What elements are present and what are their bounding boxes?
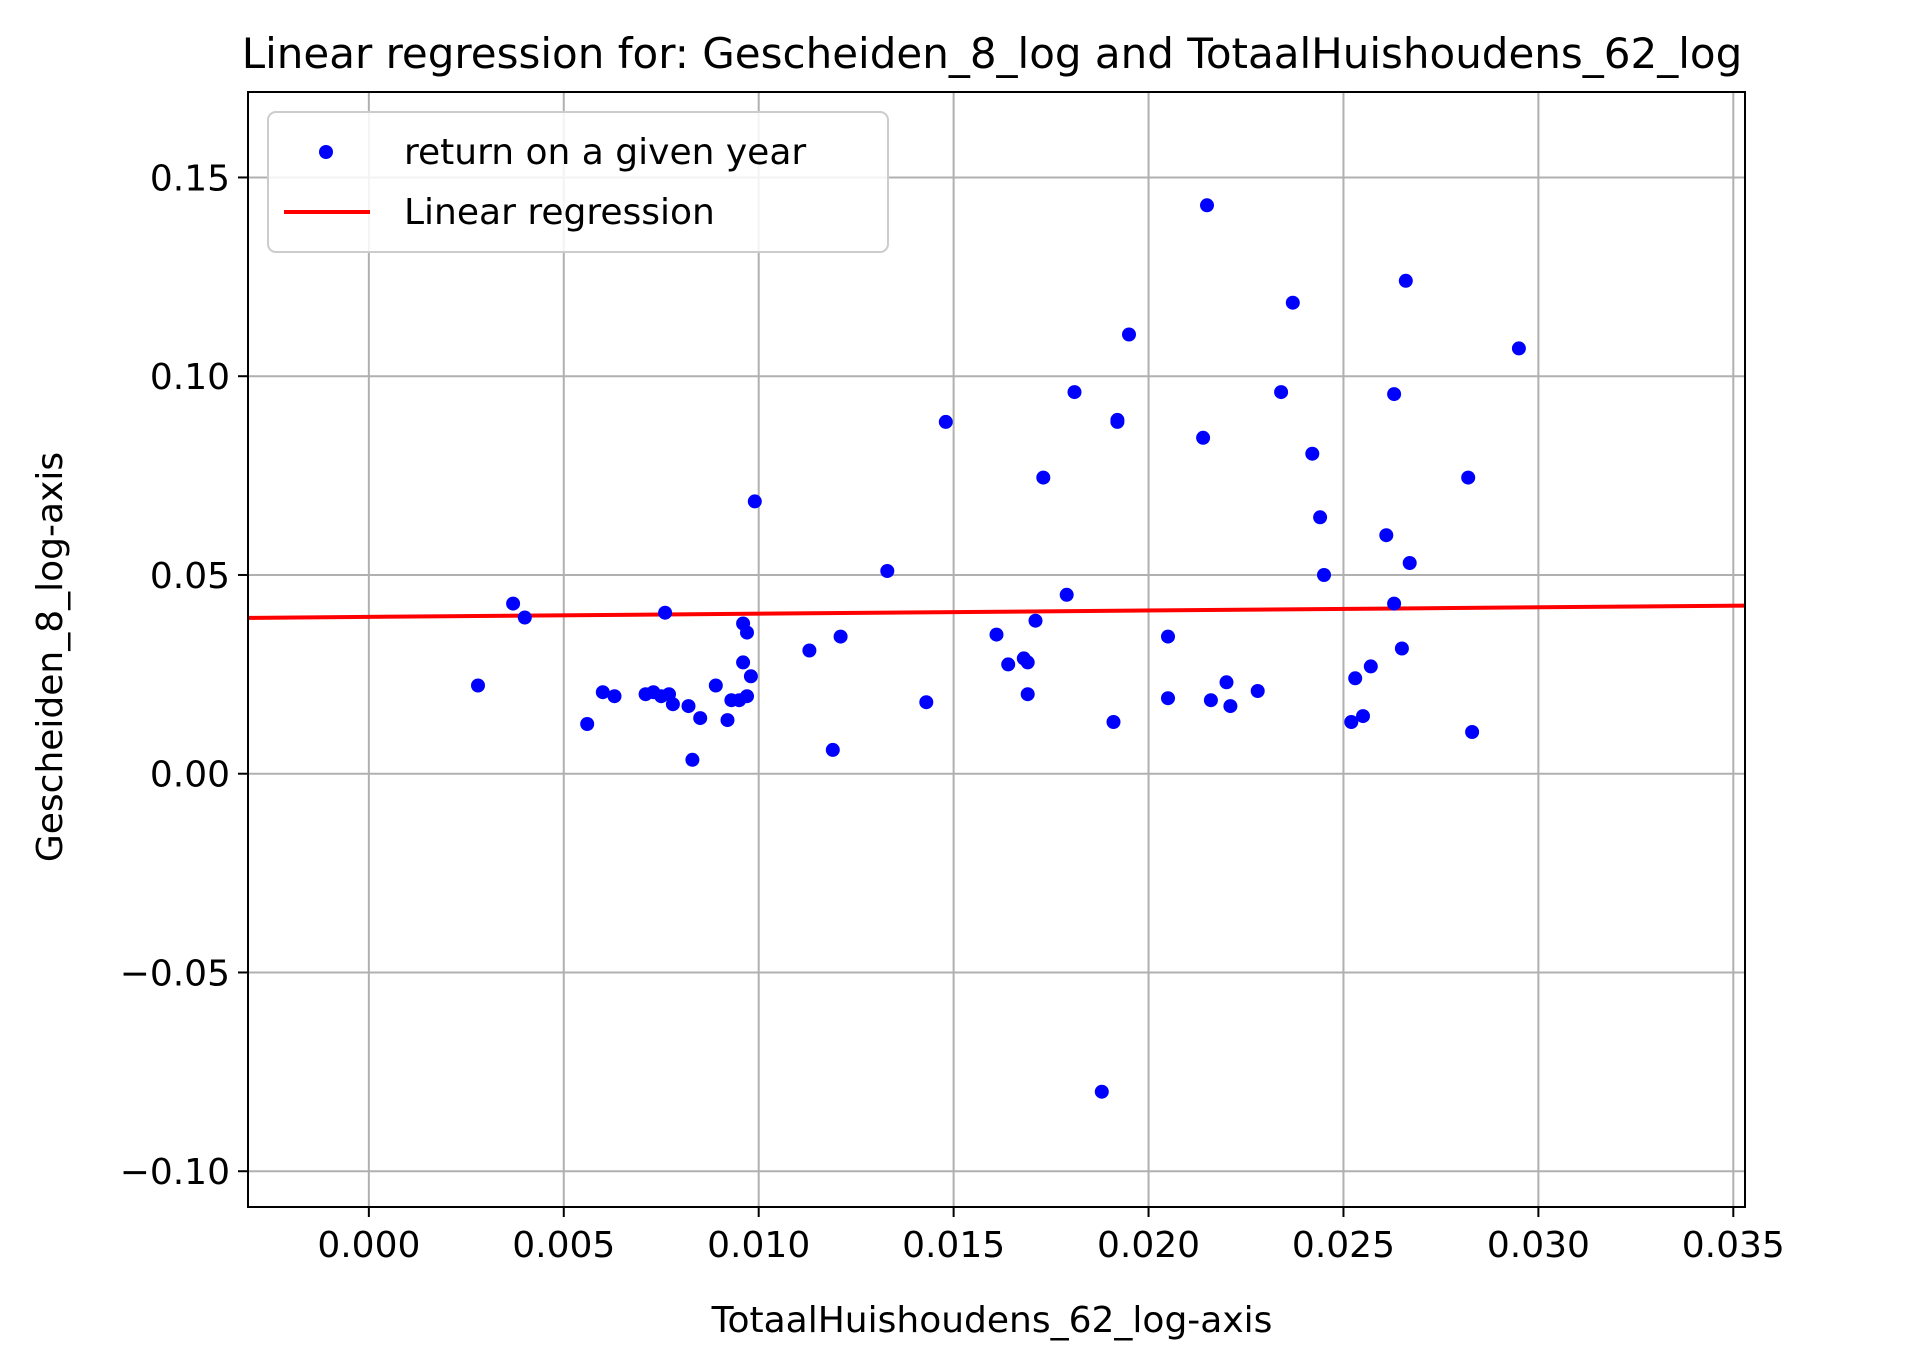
scatter-point <box>1036 470 1051 485</box>
scatter-point <box>1394 641 1409 656</box>
scatter-point <box>1348 671 1363 686</box>
x-axis-ticks: 0.000 0.005 0.010 0.015 0.020 0.025 0.030 0.035 <box>317 1207 1785 1266</box>
scatter-point <box>740 625 754 640</box>
scatter-point <box>693 711 708 726</box>
scatter-point <box>607 689 622 704</box>
y-tick-label: −0.05 <box>120 953 230 994</box>
scatter-point <box>1363 659 1378 674</box>
scatter-point <box>1200 198 1214 213</box>
plot-area-frame <box>247 91 1746 1208</box>
regression-layer <box>247 603 1746 620</box>
scatter-point <box>1020 655 1035 670</box>
scatter-point <box>1387 387 1402 402</box>
y-tick-label: 0.10 <box>150 357 230 398</box>
scatter-point <box>1106 715 1121 729</box>
scatter-point <box>1067 385 1082 400</box>
scatter-point <box>736 655 751 670</box>
scatter-point <box>1161 691 1175 706</box>
scatter-point <box>1387 596 1402 611</box>
scatter-point <box>471 678 485 693</box>
scatter-point <box>1196 430 1211 445</box>
scatter-point <box>825 742 840 757</box>
legend-marker-scatter <box>319 145 333 159</box>
scatter-point <box>681 699 696 714</box>
scatter-point <box>1344 715 1359 729</box>
scatter-point <box>506 596 521 611</box>
scatter-point <box>1285 295 1300 310</box>
scatter-point <box>740 689 754 704</box>
x-tick-label: 0.030 <box>1487 1225 1590 1266</box>
legend: return on a given year Linear regression <box>267 111 889 253</box>
x-tick-label: 0.000 <box>317 1225 420 1266</box>
scatter-point <box>938 414 953 429</box>
scatter-point <box>665 697 680 712</box>
scatter-point <box>1203 693 1218 708</box>
scatter-point <box>802 643 817 658</box>
scatter-point <box>1379 528 1394 543</box>
scatter-point <box>1250 684 1265 698</box>
x-tick-label: 0.010 <box>707 1225 810 1266</box>
regression-line <box>247 603 1746 620</box>
scatter-point <box>580 717 595 731</box>
scatter-point <box>685 752 700 767</box>
scatter-point <box>1122 327 1136 342</box>
scatter-point <box>1028 613 1043 628</box>
scatter-point <box>595 685 610 700</box>
scatter-point <box>747 494 762 509</box>
scatter-point <box>720 713 735 728</box>
scatter-point <box>989 627 1004 642</box>
scatter-point <box>1461 470 1476 485</box>
scatter-point <box>1219 675 1234 690</box>
x-tick-label: 0.020 <box>1097 1225 1200 1266</box>
scatter-point <box>1313 510 1328 525</box>
x-tick-label: 0.035 <box>1682 1225 1785 1266</box>
scatter-point <box>1356 709 1370 724</box>
y-axis-label: Gescheiden_8_log-axis <box>30 452 71 862</box>
scatter-point <box>880 564 895 578</box>
scatter-point <box>743 669 758 684</box>
scatter-point <box>1161 629 1175 644</box>
scatter-point <box>517 610 532 625</box>
y-tick-label: −0.10 <box>120 1152 230 1193</box>
scatter-point <box>1094 1084 1109 1099</box>
scatter-point <box>1305 446 1320 461</box>
scatter-point <box>1465 725 1480 739</box>
scatter-point <box>1402 556 1417 570</box>
scatter-point <box>1511 341 1526 356</box>
scatter-point <box>1110 414 1125 429</box>
y-tick-label: 0.15 <box>150 158 230 199</box>
legend-label-scatter: return on a given year <box>404 132 806 173</box>
scatter-point <box>1223 699 1238 714</box>
chart-title: Linear regression for: Gescheiden_8_log … <box>242 29 1743 78</box>
scatter-point <box>919 695 934 710</box>
y-tick-label: 0.00 <box>150 755 230 796</box>
scatter-point <box>1317 568 1331 582</box>
y-tick-label: 0.05 <box>150 556 230 597</box>
scatter-point <box>1274 385 1289 400</box>
scatter-point <box>833 629 848 644</box>
x-axis-label: TotaalHuishoudens_62_log-axis <box>711 1300 1273 1341</box>
x-tick-label: 0.015 <box>902 1225 1005 1266</box>
y-axis-ticks: −0.10 −0.05 0.00 0.05 0.10 0.15 <box>120 158 248 1193</box>
scatter-point <box>1001 657 1016 672</box>
grid-layer <box>248 92 1745 1207</box>
scatter-point <box>658 605 673 620</box>
legend-label-line: Linear regression <box>404 192 715 233</box>
scatter-point <box>708 678 723 693</box>
x-tick-label: 0.025 <box>1292 1225 1395 1266</box>
x-tick-label: 0.005 <box>512 1225 615 1266</box>
scatter-layer <box>471 198 1526 1099</box>
scatter-point <box>1020 687 1035 702</box>
legend-box <box>267 111 889 253</box>
scatter-point <box>1398 273 1413 288</box>
scatter-point <box>1059 587 1074 602</box>
